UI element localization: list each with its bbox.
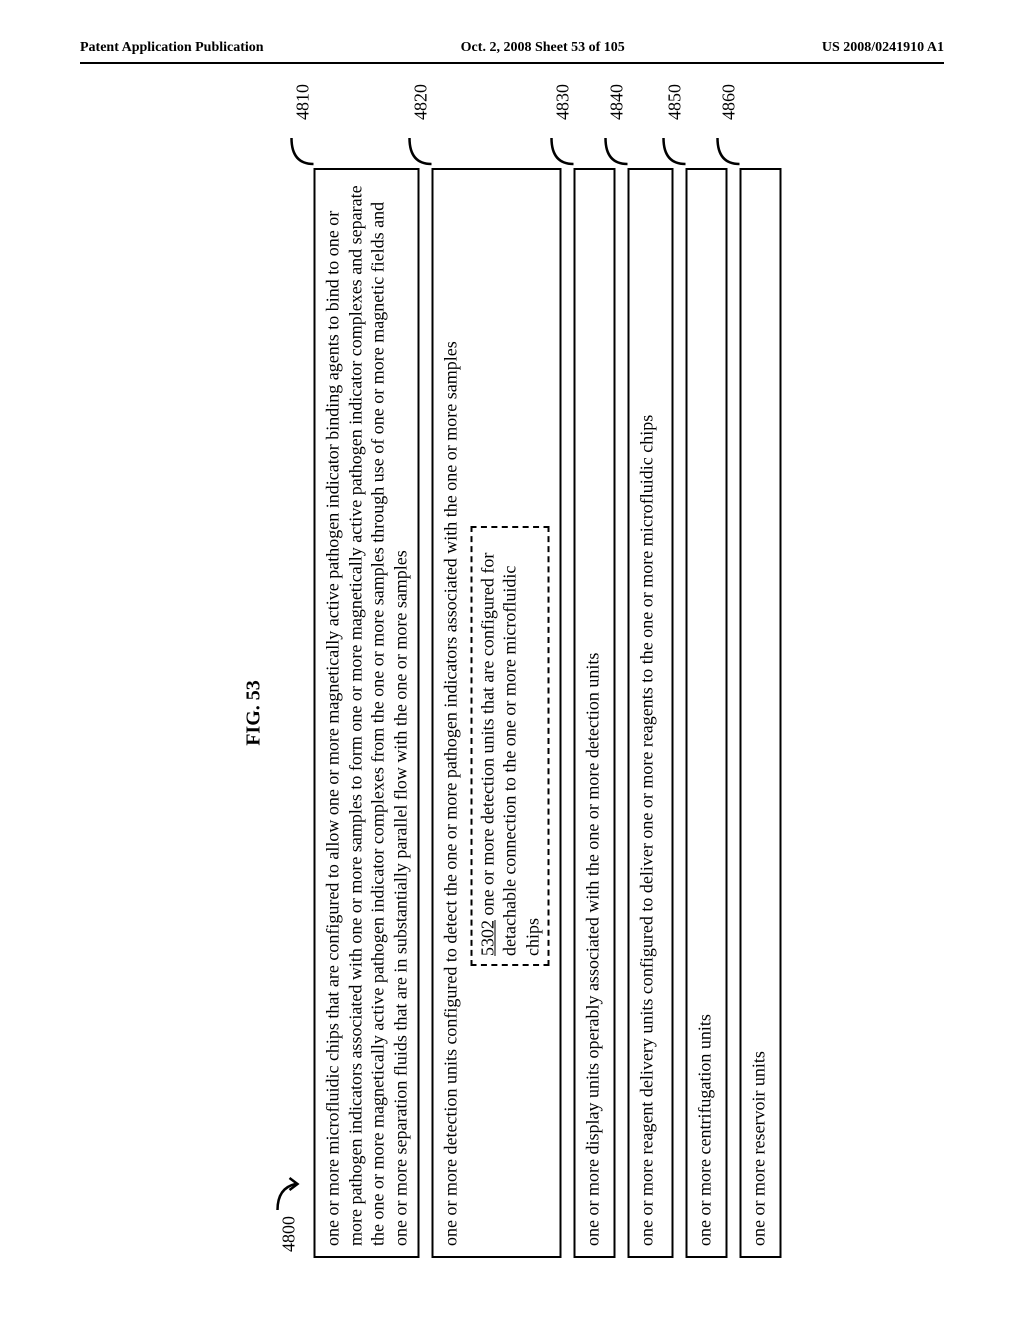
callout-4860: 4860 (712, 84, 742, 166)
box-4860-text: one or more reservoir units (749, 1051, 769, 1246)
callout-curve-icon (658, 132, 688, 166)
ref-4850: 4850 (663, 84, 688, 132)
callout-4820: 4820 (404, 84, 434, 166)
callout-curve-icon (712, 132, 742, 166)
root-ref-row: 4800 (276, 168, 302, 1252)
figure-title: FIG. 53 (243, 168, 266, 1258)
box-5302: 5302 one or more detection units that ar… (470, 526, 550, 966)
ref-4840: 4840 (605, 84, 630, 132)
box-4830: 4830 one or more display units operably … (574, 168, 616, 1258)
box-4830-text: one or more display units operably assoc… (583, 652, 603, 1245)
callout-4830: 4830 (546, 84, 576, 166)
callout-curve-icon (600, 132, 630, 166)
ref-4830: 4830 (551, 84, 576, 132)
page-root: Patent Application Publication Oct. 2, 2… (0, 0, 1024, 1320)
box-4840: 4840 one or more reagent delivery units … (628, 168, 674, 1258)
callout-curve-icon (546, 132, 576, 166)
box-4860: 4860 one or more reservoir units (740, 168, 782, 1258)
box-4840-row: 4840 one or more reagent delivery units … (628, 168, 674, 1258)
header-center: Oct. 2, 2008 Sheet 53 of 105 (461, 40, 625, 56)
box-4860-row: 4860 one or more reservoir units (740, 168, 782, 1258)
box-4820: 4820 one or more detection units configu… (432, 168, 562, 1258)
figure-container: FIG. 53 4800 4810 one or more microfluid… (243, 168, 782, 1258)
box-4810-row: 4810 one or more microfluidic chips that… (314, 168, 420, 1258)
box-4840-text: one or more reagent delivery units confi… (637, 415, 657, 1246)
box-4820-text: one or more detection units configured t… (441, 341, 461, 1246)
ref-5302: 5302 (477, 920, 497, 956)
box-4830-row: 4830 one or more display units operably … (574, 168, 616, 1258)
box-4850: 4850 one or more centrifugation units (686, 168, 728, 1258)
callout-curve-icon (404, 132, 434, 166)
arrow-down-right-icon (276, 1172, 302, 1212)
header-right: US 2008/0241910 A1 (822, 40, 944, 56)
box-5302-text: one or more detection units that are con… (477, 552, 542, 955)
box-4850-text: one or more centrifugation units (695, 1014, 715, 1246)
root-ref-number: 4800 (278, 1216, 299, 1252)
box-4810: 4810 one or more microfluidic chips that… (314, 168, 420, 1258)
callout-curve-icon (286, 132, 316, 166)
page-header: Patent Application Publication Oct. 2, 2… (80, 40, 944, 64)
ref-4860: 4860 (717, 84, 742, 132)
box-4820-row: 4820 one or more detection units configu… (432, 168, 562, 1258)
header-left: Patent Application Publication (80, 40, 264, 56)
ref-4810: 4810 (291, 84, 316, 132)
callout-4810: 4810 (286, 84, 316, 166)
box-4850-row: 4850 one or more centrifugation units (686, 168, 728, 1258)
box-4810-text: one or more microfluidic chips that are … (323, 185, 411, 1246)
ref-4820: 4820 (409, 84, 434, 132)
callout-4850: 4850 (658, 84, 688, 166)
callout-4840: 4840 (600, 84, 630, 166)
